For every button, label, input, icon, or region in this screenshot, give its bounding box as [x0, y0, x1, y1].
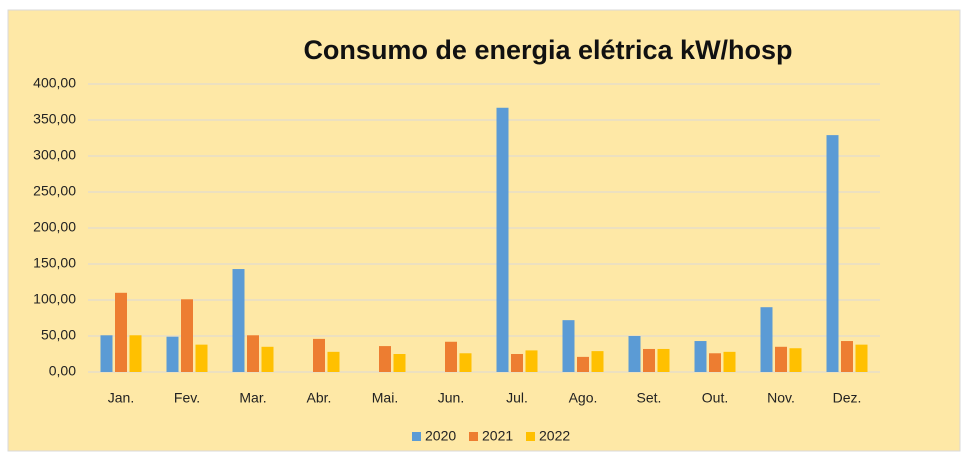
x-tick-label: Fev.	[174, 390, 200, 406]
chart-title: Consumo de energia elétrica kW/hosp	[303, 35, 792, 65]
legend-swatch	[469, 432, 478, 441]
y-tick-label: 400,00	[33, 75, 76, 91]
y-tick-label: 350,00	[33, 111, 76, 127]
y-tick-label: 250,00	[33, 183, 76, 199]
x-tick-label: Jul.	[506, 390, 528, 406]
x-tick-label: Ago.	[569, 390, 598, 406]
x-tick-label: Abr.	[307, 390, 332, 406]
chart-background	[7, 9, 961, 452]
bar	[643, 348, 655, 372]
bar	[562, 320, 575, 372]
bar	[445, 341, 457, 372]
bar	[525, 350, 538, 372]
bar	[496, 107, 509, 372]
legend-label: 2022	[539, 428, 570, 444]
x-tick-label: Dez.	[833, 390, 862, 406]
x-tick-label: Set.	[637, 390, 662, 406]
bar	[577, 356, 589, 372]
y-tick-label: 300,00	[33, 147, 76, 163]
bar	[789, 348, 802, 372]
y-tick-label: 0,00	[49, 363, 76, 379]
bar	[195, 344, 208, 372]
y-tick-label: 100,00	[33, 291, 76, 307]
bar	[459, 353, 472, 372]
x-tick-label: Mar.	[239, 390, 266, 406]
y-tick-label: 150,00	[33, 255, 76, 271]
x-tick-label: Mai.	[372, 390, 398, 406]
bar	[393, 354, 406, 372]
bar	[166, 336, 179, 372]
bar	[628, 336, 641, 372]
bar	[694, 341, 707, 372]
bar	[591, 351, 604, 372]
y-tick-label: 50,00	[41, 327, 76, 343]
bar	[760, 307, 773, 372]
bar	[261, 346, 274, 372]
x-tick-label: Out.	[702, 390, 728, 406]
bar	[129, 335, 142, 372]
bar	[313, 338, 325, 372]
bar	[709, 353, 721, 372]
bar	[100, 335, 113, 372]
bar	[115, 292, 127, 372]
bar	[657, 348, 670, 372]
legend-swatch	[526, 432, 535, 441]
legend-swatch	[412, 432, 421, 441]
bar	[841, 341, 853, 372]
bar	[247, 335, 259, 372]
x-tick-label: Nov.	[767, 390, 795, 406]
bar	[855, 344, 868, 372]
bar	[181, 299, 193, 372]
x-tick-label: Jan.	[108, 390, 134, 406]
bar	[327, 351, 340, 372]
legend-label: 2021	[482, 428, 513, 444]
bar	[379, 346, 391, 372]
bar	[232, 269, 245, 372]
x-tick-label: Jun.	[438, 390, 464, 406]
bar	[511, 354, 523, 372]
bar	[826, 135, 839, 372]
legend-label: 2020	[425, 428, 456, 444]
y-tick-label: 200,00	[33, 219, 76, 235]
bar	[723, 351, 736, 372]
bar	[775, 346, 787, 372]
